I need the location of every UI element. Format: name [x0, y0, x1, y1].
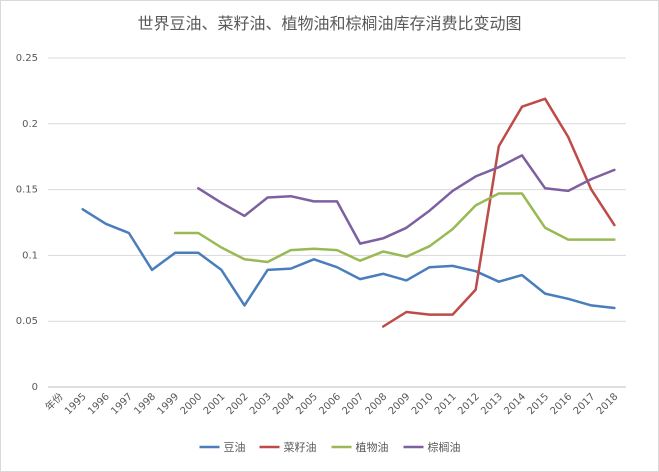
- x-tick-label: 2007: [340, 391, 366, 417]
- y-tick-label: 0.1: [22, 250, 38, 261]
- x-tick-label: 2015: [525, 391, 551, 417]
- y-tick-label: 0.15: [16, 185, 38, 196]
- y-axis-ticks: 0 0.05 0.1 0.15 0.2 0.25: [16, 53, 38, 393]
- y-tick-label: 0: [32, 382, 38, 393]
- grid-lines: [48, 57, 626, 388]
- x-tick-label: 2003: [248, 391, 274, 417]
- series-line-3: [197, 154, 616, 245]
- series-lines: [81, 97, 616, 328]
- legend-label-3: 棕榈油: [428, 440, 461, 454]
- x-tick-label: 2012: [456, 391, 482, 417]
- x-tick-label: 2009: [387, 391, 413, 417]
- legend: 豆油 菜籽油 植物油 棕榈油: [199, 440, 461, 454]
- x-tick-label: 2002: [225, 391, 251, 417]
- legend-label-0: 豆油: [224, 440, 246, 454]
- y-tick-label: 0.05: [16, 316, 38, 327]
- x-tick-label: 2000: [179, 391, 205, 417]
- x-tick-label: 2018: [595, 391, 621, 417]
- legend-label-2: 植物油: [356, 440, 389, 454]
- series-line-2: [173, 192, 616, 264]
- x-tick-label: 1996: [86, 391, 112, 417]
- x-tick-label: 2016: [549, 391, 575, 417]
- x-tick-label: 2005: [294, 391, 320, 417]
- x-tick-label: 2004: [271, 391, 297, 417]
- x-tick-label: 2011: [433, 391, 459, 417]
- x-tick-label: 2013: [479, 391, 505, 417]
- x-axis-ticks: 年份19951996199719981999200020012002200320…: [42, 390, 620, 417]
- x-tick-label: 2008: [364, 391, 390, 417]
- x-tick-label: 1999: [156, 391, 182, 417]
- y-tick-label: 0.25: [16, 53, 38, 64]
- x-tick-label: 1997: [109, 391, 135, 417]
- x-tick-label: 2010: [410, 391, 436, 417]
- x-tick-label: 1995: [63, 391, 89, 417]
- legend-label-1: 菜籽油: [284, 440, 317, 454]
- chart-title: 世界豆油、菜籽油、植物油和棕榈油库存消费比变动图: [137, 14, 522, 33]
- x-tick-label: 2006: [317, 391, 343, 417]
- x-tick-label: 2001: [202, 391, 228, 417]
- x-tick-label: 2014: [502, 391, 528, 417]
- series-line-0: [81, 208, 616, 310]
- y-tick-label: 0.2: [22, 119, 38, 130]
- x-tick-label: 2017: [572, 391, 598, 417]
- x-tick-label: 1998: [132, 391, 158, 417]
- series-line-1: [381, 97, 616, 328]
